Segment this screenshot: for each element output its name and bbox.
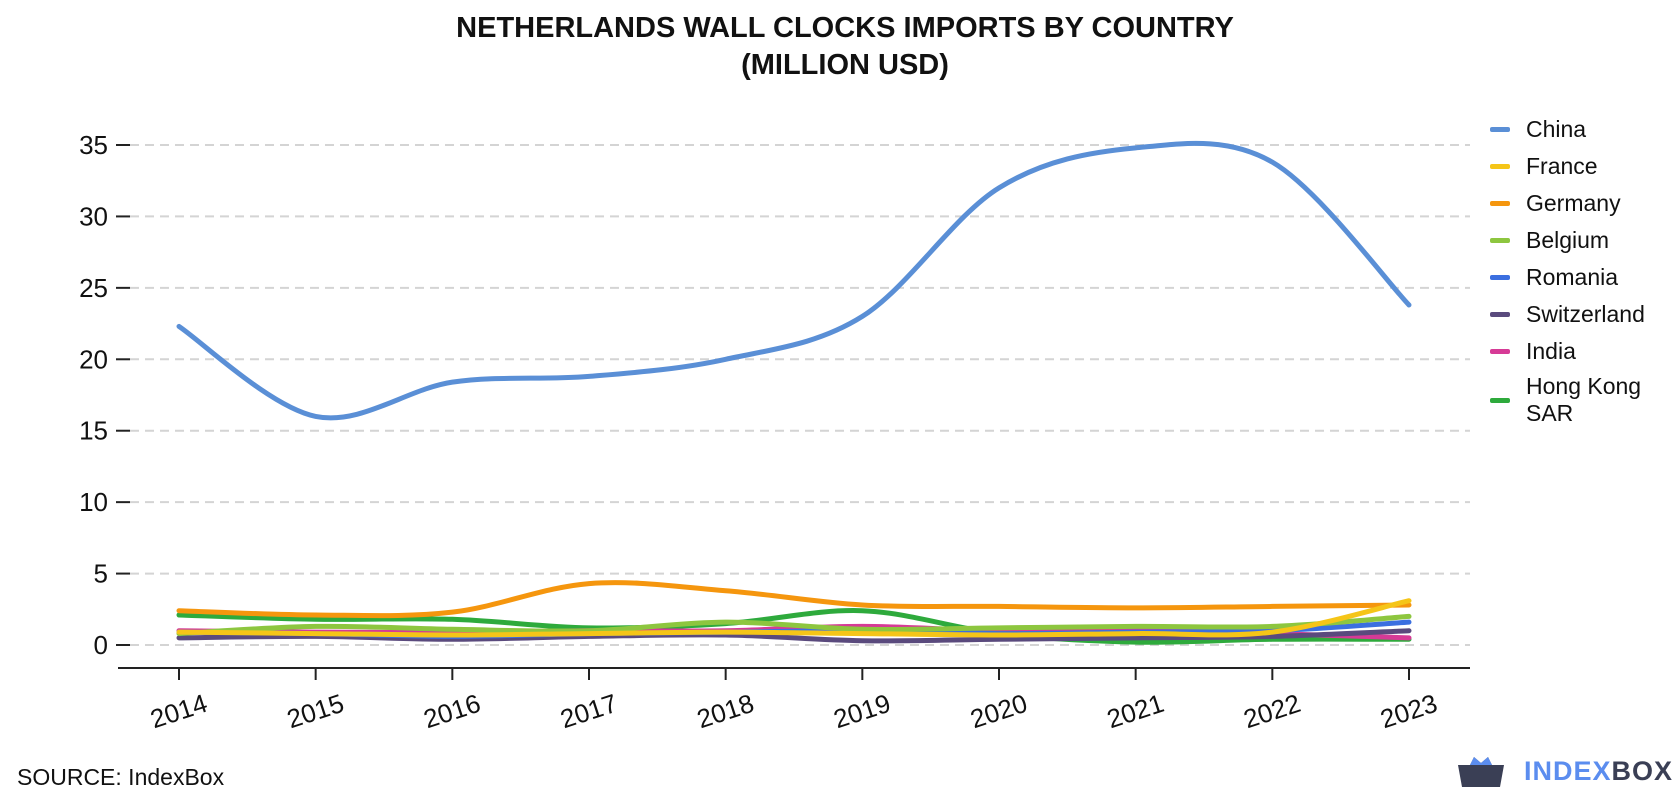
- legend-item-china: China: [1490, 114, 1675, 145]
- brand-logo: INDEXBOX: [1456, 753, 1673, 789]
- line-chart: 0 5 10 15 20 25 30 35 2014 2015 2016 2017 2018 2019 20…: [79, 130, 1470, 734]
- y-tick-label: 0: [94, 630, 108, 660]
- legend-swatch: [1490, 201, 1510, 206]
- legend-item-india: India: [1490, 336, 1675, 367]
- x-tick-label: 2017: [557, 688, 621, 734]
- brand-name-part-1: INDEX: [1524, 755, 1612, 786]
- series-line-switzerland: [176, 628, 1412, 644]
- chart-legend: China France Germany Belgium Romania Switzerl…: [1490, 114, 1675, 433]
- legend-swatch: [1490, 127, 1510, 132]
- x-tick-label: 2019: [830, 688, 894, 734]
- legend-swatch: [1490, 238, 1510, 243]
- legend-label: India: [1526, 338, 1576, 364]
- legend-swatch: [1490, 312, 1510, 317]
- indexbox-logo-icon: [1458, 757, 1504, 787]
- y-tick-label: 25: [79, 273, 108, 303]
- legend-label: Switzerland: [1526, 301, 1645, 327]
- series-line-hong-kong-sar: [176, 608, 1412, 645]
- x-tick-label: 2014: [147, 688, 211, 734]
- legend-label: China: [1526, 116, 1587, 142]
- y-tick-label: 20: [79, 344, 108, 374]
- legend-item-belgium: Belgium: [1490, 225, 1675, 256]
- legend-swatch: [1490, 349, 1510, 354]
- y-tick-label: 35: [79, 130, 108, 160]
- x-tick-label: 2018: [693, 688, 757, 734]
- legend-label: Hong Kong SAR: [1526, 373, 1642, 426]
- legend-item-hong-kong-sar: Hong Kong SAR: [1490, 373, 1675, 427]
- y-tick-label: 15: [79, 416, 108, 446]
- source-note: SOURCE: IndexBox: [17, 764, 225, 790]
- x-tick-label: 2021: [1103, 688, 1167, 734]
- brand-name: INDEXBOX: [1524, 756, 1673, 787]
- legend-swatch: [1490, 397, 1510, 403]
- x-tick-label: 2023: [1377, 688, 1441, 734]
- chart-title-line-1: NETHERLANDS WALL CLOCKS IMPORTS BY COUNT…: [456, 12, 1234, 44]
- chart-title: NETHERLANDS WALL CLOCKS IMPORTS BY COUNT…: [0, 10, 1680, 84]
- legend-item-france: France: [1490, 151, 1675, 182]
- x-tick-label: 2020: [967, 688, 1031, 734]
- y-tick-label: 5: [94, 559, 108, 589]
- legend-label: Romania: [1526, 264, 1619, 290]
- legend-item-switzerland: Switzerland: [1490, 299, 1675, 330]
- series-line-germany: [176, 580, 1412, 619]
- series-line-belgium: [176, 613, 1412, 637]
- x-tick-label: 2015: [283, 688, 347, 734]
- legend-item-germany: Germany: [1490, 188, 1675, 219]
- legend-item-romania: Romania: [1490, 262, 1675, 293]
- legend-swatch: [1490, 164, 1510, 169]
- series-line-china: [176, 140, 1412, 421]
- legend-swatch: [1490, 275, 1510, 280]
- brand-name-part-2: BOX: [1611, 755, 1674, 786]
- x-tick-label: 2016: [420, 688, 484, 734]
- legend-label: Belgium: [1526, 227, 1610, 253]
- legend-label: France: [1526, 153, 1598, 179]
- legend-label: Germany: [1526, 190, 1621, 216]
- y-tick-label: 10: [79, 487, 108, 517]
- y-tick-label: 30: [79, 201, 108, 231]
- series-line-france: [176, 598, 1412, 638]
- chart-title-line-2: (MILLION USD): [741, 49, 949, 81]
- x-tick-label: 2022: [1240, 688, 1304, 734]
